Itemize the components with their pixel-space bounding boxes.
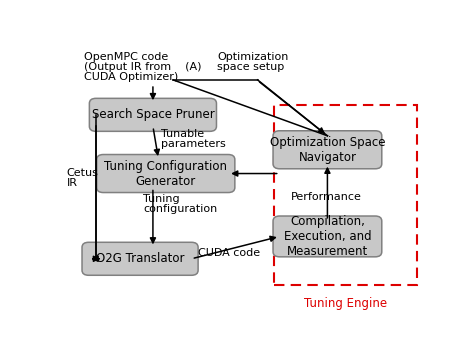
Text: CUDA code: CUDA code: [198, 248, 260, 258]
Text: Compilation,
Execution, and
Measurement: Compilation, Execution, and Measurement: [283, 215, 371, 258]
Text: O2G Translator: O2G Translator: [96, 252, 184, 265]
Text: Optimization: Optimization: [217, 52, 289, 62]
FancyBboxPatch shape: [97, 155, 235, 192]
Text: Cetus: Cetus: [66, 168, 99, 178]
Text: Tuning Engine: Tuning Engine: [304, 297, 387, 310]
Text: OpenMPC code: OpenMPC code: [84, 52, 168, 62]
Text: Tunable: Tunable: [161, 129, 204, 139]
FancyBboxPatch shape: [273, 131, 382, 169]
Text: IR: IR: [66, 178, 78, 188]
Text: space setup: space setup: [217, 62, 284, 72]
Text: Performance: Performance: [291, 192, 362, 202]
Text: CUDA Optimizer): CUDA Optimizer): [84, 72, 179, 82]
Text: (Output IR from    (A): (Output IR from (A): [84, 62, 202, 72]
Text: Optimization Space
Navigator: Optimization Space Navigator: [270, 136, 385, 164]
Text: parameters: parameters: [161, 139, 226, 148]
Text: Tuning: Tuning: [143, 195, 180, 204]
FancyBboxPatch shape: [82, 242, 198, 275]
Bar: [274, 105, 418, 285]
FancyBboxPatch shape: [90, 98, 217, 131]
Text: configuration: configuration: [143, 204, 217, 214]
FancyBboxPatch shape: [273, 216, 382, 257]
Text: Search Space Pruner: Search Space Pruner: [91, 108, 214, 121]
Text: Tuning Configuration
Generator: Tuning Configuration Generator: [104, 159, 227, 188]
